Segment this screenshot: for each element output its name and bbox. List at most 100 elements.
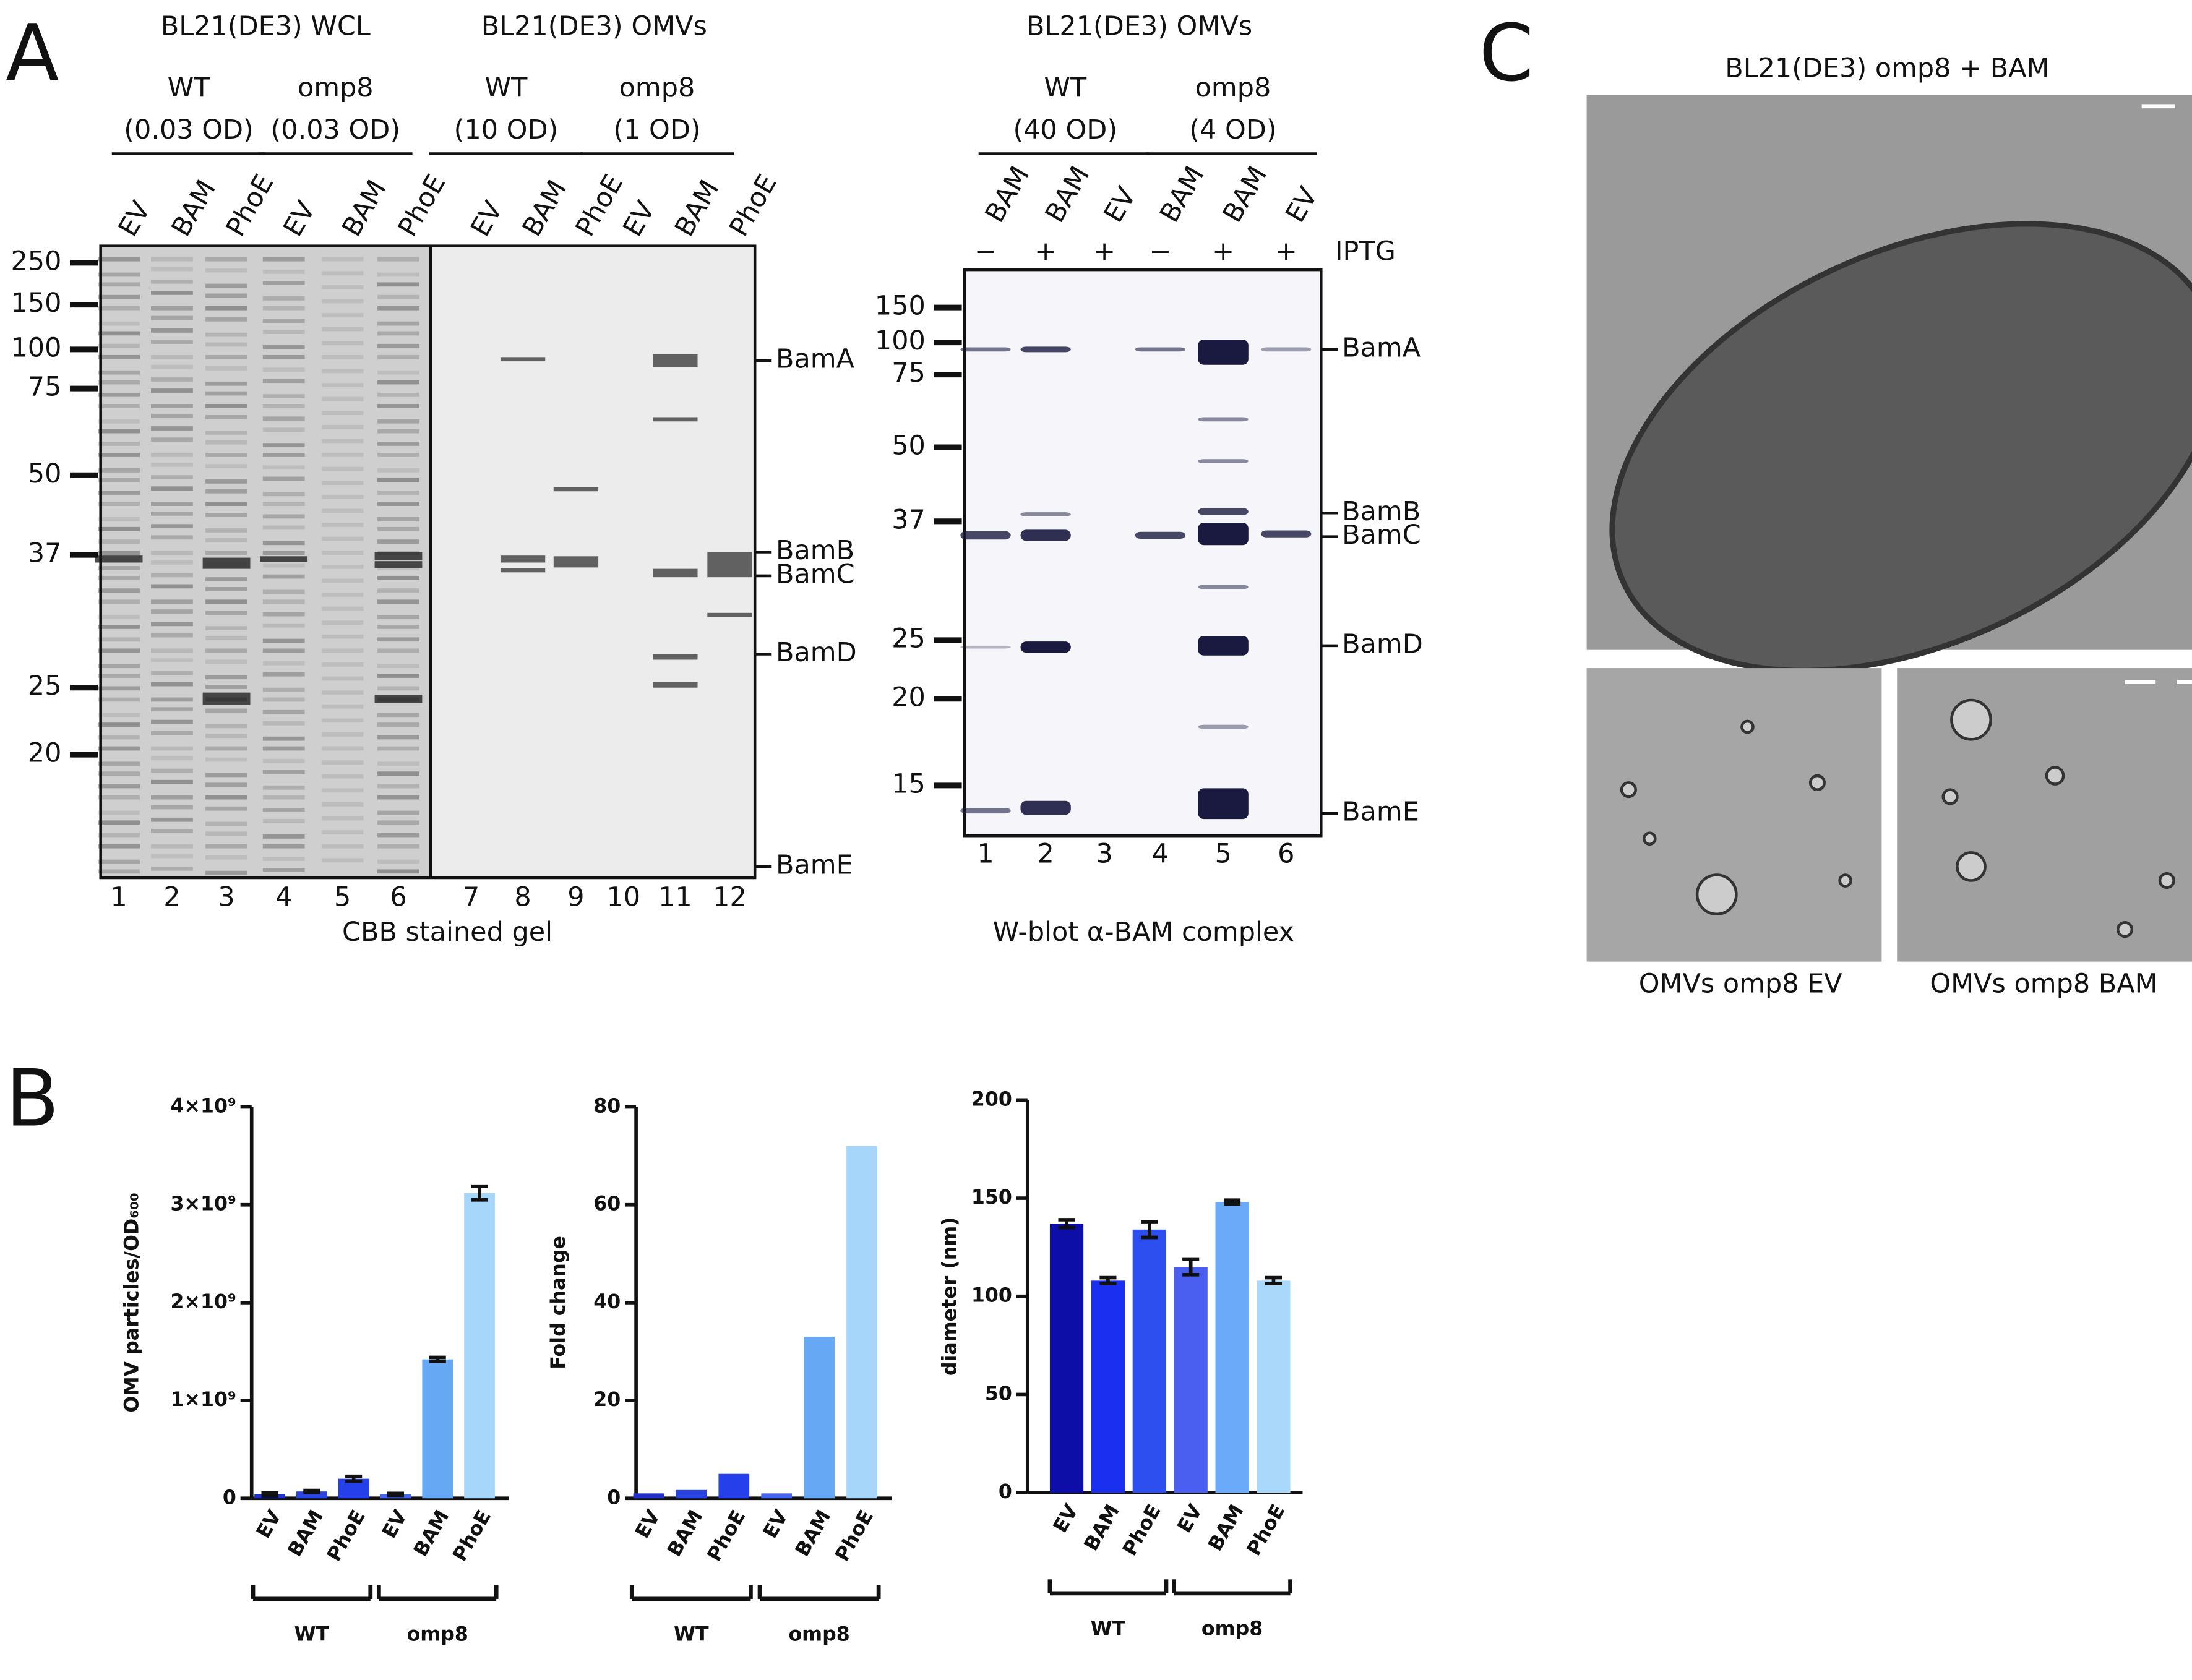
gel-band	[205, 257, 247, 262]
gel-band	[377, 795, 419, 800]
vesicle	[1620, 781, 1637, 799]
bar	[804, 1337, 835, 1499]
blot-band	[1135, 347, 1186, 352]
gel-frame	[99, 244, 757, 880]
x-tick-label: PhoE	[1119, 1501, 1166, 1559]
gel-band	[151, 551, 193, 555]
gel-band	[553, 487, 599, 492]
gel-band	[151, 306, 193, 311]
gel-band	[377, 354, 419, 359]
gel-band	[205, 489, 247, 494]
marker-label: 100	[11, 332, 61, 363]
panel-label: B	[6, 1053, 59, 1144]
y-axis-label: OMV particles/OD₆₀₀	[121, 1193, 144, 1412]
band-label: BamB	[776, 535, 854, 566]
gel-band	[151, 328, 193, 333]
y-tick-label: 4×10⁹	[170, 1095, 236, 1118]
gel-band	[377, 588, 419, 593]
lane-number: 3	[218, 881, 234, 912]
gel-band	[98, 306, 140, 311]
y-tick-label: 0	[607, 1486, 621, 1509]
blot	[963, 268, 1323, 838]
gel-band	[205, 528, 247, 533]
gel-band	[377, 491, 419, 495]
lane-label: BAM	[166, 175, 222, 242]
bar	[846, 1146, 877, 1499]
gel-band	[321, 704, 364, 709]
gel-band	[151, 779, 193, 784]
gel-band	[262, 697, 305, 702]
lane-number: 9	[567, 881, 584, 912]
gel-band	[205, 415, 247, 419]
gel-band	[321, 746, 364, 751]
bar	[1257, 1280, 1291, 1493]
gel-band	[151, 462, 193, 467]
gel-band	[321, 593, 364, 597]
gel-band	[321, 718, 364, 723]
gel-band	[98, 615, 140, 619]
gel-band	[377, 599, 419, 604]
gel-band	[98, 820, 140, 825]
gel-band	[151, 340, 193, 344]
y-tick-label: 0	[999, 1481, 1012, 1503]
gel-band	[205, 870, 247, 875]
gel-band	[98, 404, 140, 408]
gel-band	[98, 502, 140, 506]
blot-band	[1198, 523, 1249, 546]
gel-band	[377, 735, 419, 740]
gel-band	[98, 272, 140, 277]
gel-band	[151, 584, 193, 589]
gel-band	[151, 609, 193, 614]
lane-number: 11	[658, 881, 692, 912]
lane-number: 5	[334, 881, 351, 912]
gel-band	[262, 574, 305, 579]
gel-band	[321, 481, 364, 486]
y-axis-label: Fold change	[548, 1236, 570, 1369]
gel-band	[321, 648, 364, 653]
gel-band	[321, 551, 364, 555]
blot-band	[1020, 346, 1071, 353]
gel-band	[377, 674, 419, 678]
gel-band	[151, 404, 193, 408]
gel-band	[98, 575, 140, 580]
gel-band	[205, 855, 247, 860]
x-tick-label: BAM	[410, 1506, 453, 1560]
gel-band	[98, 844, 140, 849]
bar	[422, 1359, 453, 1499]
gel-band	[377, 404, 419, 408]
gel-band	[321, 536, 364, 541]
gel-band	[205, 831, 247, 836]
gel-band	[262, 257, 305, 262]
blot-band	[1198, 417, 1249, 422]
gel-band	[262, 785, 305, 790]
gel-band	[321, 299, 364, 304]
band-label: BamC	[776, 559, 855, 589]
gel-band	[98, 257, 140, 262]
gel-band	[262, 416, 305, 421]
gel-band	[151, 437, 193, 442]
gel-band	[205, 430, 247, 435]
x-tick-label: EV	[1173, 1501, 1206, 1536]
gel-band	[205, 464, 247, 468]
gel-band	[151, 453, 193, 457]
x-tick-label: BAM	[1204, 1501, 1248, 1554]
gel-band	[377, 380, 419, 385]
iptg-sign: +	[1275, 236, 1297, 267]
gel-band	[205, 502, 247, 506]
lane-label: BAM	[336, 175, 392, 242]
x-tick-label: PhoE	[1243, 1501, 1290, 1559]
gel-band	[262, 281, 305, 285]
gel-band	[500, 568, 546, 573]
y-tick-label: 150	[971, 1186, 1012, 1209]
caption: W-blot α-BAM complex	[993, 917, 1294, 948]
gel-band	[98, 468, 140, 473]
gel-band	[205, 821, 247, 826]
band-label: BamC	[1342, 520, 1421, 551]
gel-band	[98, 810, 140, 815]
gel-band	[205, 773, 247, 778]
gel-band	[321, 690, 364, 695]
gel-band	[321, 606, 364, 611]
error-bar	[303, 1488, 320, 1494]
gel-band	[151, 364, 193, 369]
gel-band	[321, 523, 364, 527]
